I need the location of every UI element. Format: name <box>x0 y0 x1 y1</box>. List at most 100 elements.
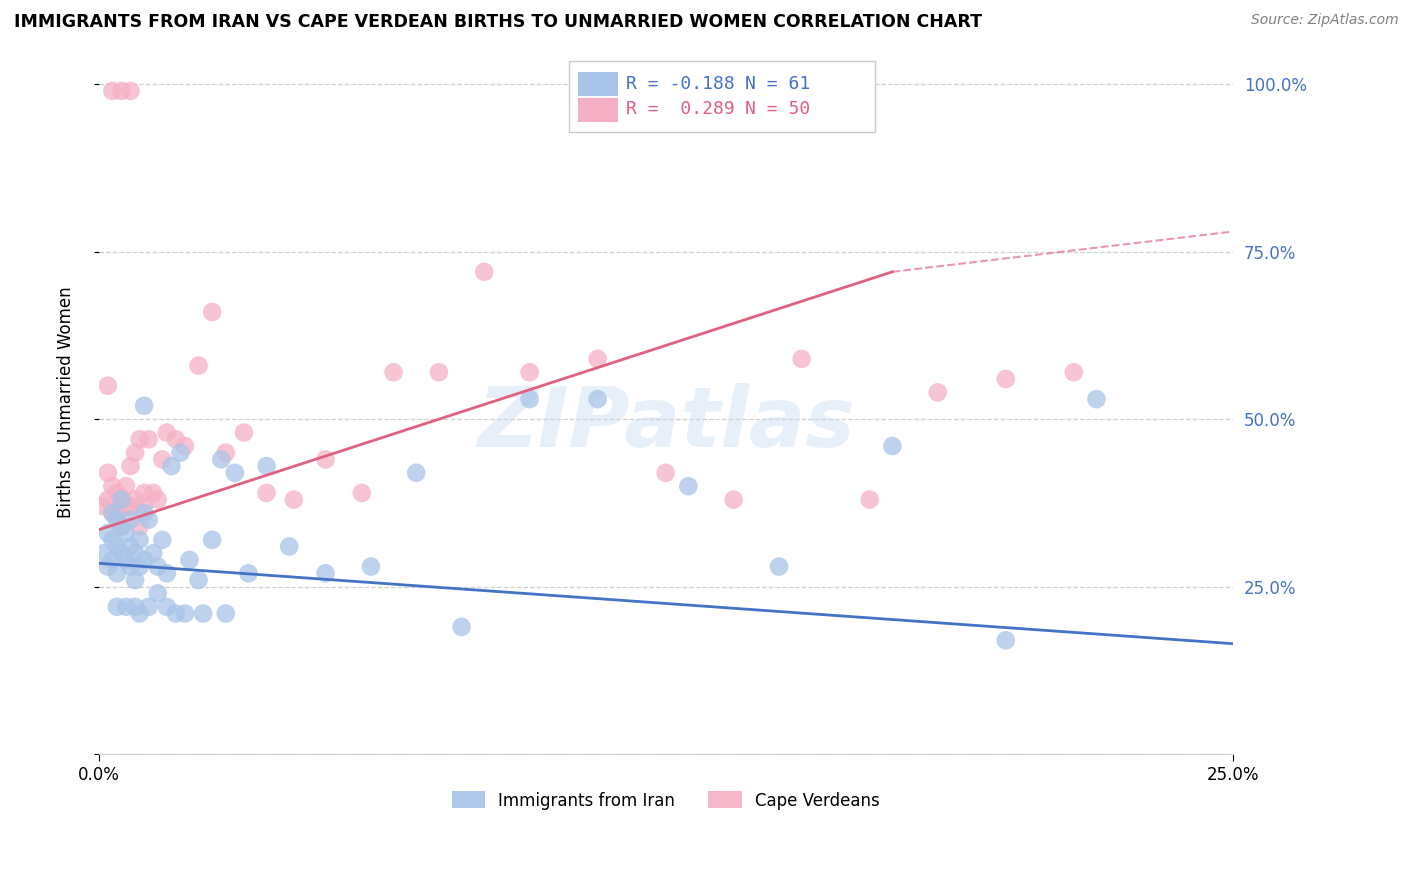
Point <box>450 620 472 634</box>
Point <box>124 446 146 460</box>
Point <box>350 486 373 500</box>
Point <box>110 546 132 560</box>
Point <box>283 492 305 507</box>
Point <box>882 439 904 453</box>
Point <box>201 533 224 547</box>
Point <box>215 607 238 621</box>
Point <box>115 599 138 614</box>
Text: ZIPatlas: ZIPatlas <box>477 383 855 464</box>
Point <box>256 486 278 500</box>
Point <box>256 459 278 474</box>
Point <box>101 479 124 493</box>
FancyBboxPatch shape <box>578 98 619 121</box>
Point <box>174 439 197 453</box>
Point <box>124 573 146 587</box>
Text: R = -0.188: R = -0.188 <box>626 75 735 93</box>
Point <box>160 459 183 474</box>
Point <box>165 432 187 446</box>
Point <box>138 513 160 527</box>
Point <box>150 533 173 547</box>
Point <box>128 533 150 547</box>
Point <box>120 559 142 574</box>
Point <box>215 446 238 460</box>
Text: N = 50: N = 50 <box>745 100 810 118</box>
Point <box>238 566 260 581</box>
Point <box>315 452 337 467</box>
Point <box>128 559 150 574</box>
Point <box>105 599 128 614</box>
Point <box>927 385 949 400</box>
Point <box>232 425 254 440</box>
Point <box>169 446 191 460</box>
Point <box>115 479 138 493</box>
Point <box>128 519 150 533</box>
Point <box>91 546 114 560</box>
Point <box>128 432 150 446</box>
Point <box>146 559 169 574</box>
Point <box>519 365 541 379</box>
Point <box>1063 365 1085 379</box>
Point <box>134 506 156 520</box>
Point <box>187 359 209 373</box>
Point <box>97 526 120 541</box>
Point <box>427 365 450 379</box>
Point <box>586 392 609 406</box>
Point <box>209 452 232 467</box>
FancyBboxPatch shape <box>569 62 876 132</box>
Point <box>124 546 146 560</box>
Point <box>156 566 179 581</box>
Point <box>472 265 495 279</box>
Point <box>519 392 541 406</box>
Point <box>97 378 120 392</box>
Point <box>101 506 124 520</box>
Point <box>187 573 209 587</box>
Point <box>790 351 813 366</box>
Point <box>586 351 609 366</box>
Point <box>994 372 1017 386</box>
Text: Source: ZipAtlas.com: Source: ZipAtlas.com <box>1251 13 1399 28</box>
Point <box>382 365 405 379</box>
Point <box>224 466 246 480</box>
Point <box>91 500 114 514</box>
Text: IMMIGRANTS FROM IRAN VS CAPE VERDEAN BIRTHS TO UNMARRIED WOMEN CORRELATION CHART: IMMIGRANTS FROM IRAN VS CAPE VERDEAN BIR… <box>14 13 981 31</box>
Point <box>138 599 160 614</box>
Point <box>105 540 128 554</box>
Point <box>994 633 1017 648</box>
Point <box>97 559 120 574</box>
Point <box>156 425 179 440</box>
Point <box>110 519 132 533</box>
Point <box>134 486 156 500</box>
FancyBboxPatch shape <box>578 72 619 96</box>
Point <box>191 607 214 621</box>
Point <box>146 492 169 507</box>
Point <box>120 513 142 527</box>
Point <box>678 479 700 493</box>
Point <box>115 526 138 541</box>
Point <box>174 607 197 621</box>
Point <box>110 519 132 533</box>
Point <box>97 466 120 480</box>
Point <box>723 492 745 507</box>
Point <box>105 566 128 581</box>
Point <box>101 553 124 567</box>
Point <box>134 500 156 514</box>
Text: N = 61: N = 61 <box>745 75 810 93</box>
Point <box>128 607 150 621</box>
Point <box>124 599 146 614</box>
Point <box>654 466 676 480</box>
Point <box>120 459 142 474</box>
Point <box>120 84 142 98</box>
Point <box>768 559 790 574</box>
Point <box>150 452 173 467</box>
Point <box>105 506 128 520</box>
Point <box>859 492 882 507</box>
Y-axis label: Births to Unmarried Women: Births to Unmarried Women <box>58 286 75 518</box>
Point <box>315 566 337 581</box>
Point <box>101 84 124 98</box>
Point <box>105 486 128 500</box>
Point <box>142 546 165 560</box>
Point <box>110 84 132 98</box>
Point <box>105 513 128 527</box>
Point <box>146 586 169 600</box>
Point <box>110 492 132 507</box>
